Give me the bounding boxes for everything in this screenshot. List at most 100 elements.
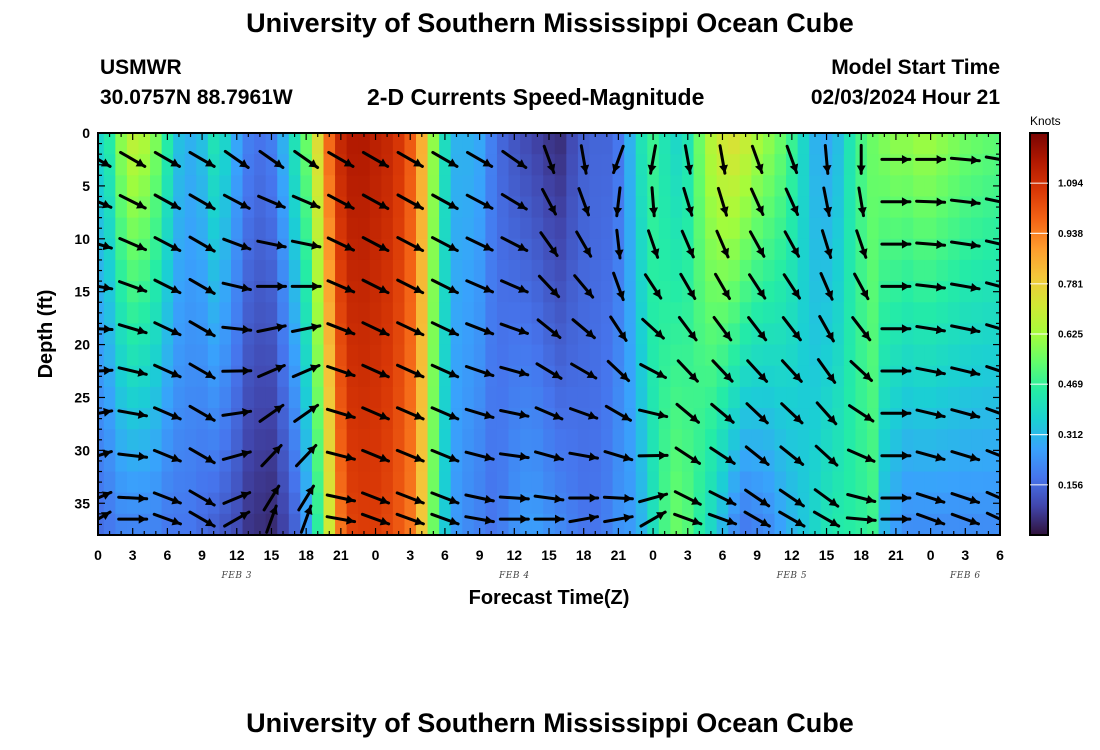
arrow-head bbox=[936, 154, 945, 164]
current-arrow bbox=[260, 444, 283, 468]
arrow-head bbox=[725, 496, 735, 505]
current-arrow bbox=[361, 406, 390, 421]
speed-cell bbox=[843, 238, 857, 261]
current-arrow bbox=[745, 402, 769, 425]
speed-cell bbox=[647, 323, 660, 346]
arrow-head bbox=[448, 242, 458, 251]
current-arrow bbox=[396, 193, 424, 210]
arrow-head bbox=[413, 285, 423, 294]
speed-cell bbox=[462, 259, 475, 282]
current-arrow bbox=[602, 493, 634, 503]
speed-cell bbox=[832, 133, 845, 155]
arrow-head bbox=[860, 289, 869, 299]
speed-cell bbox=[843, 133, 857, 155]
current-arrow bbox=[709, 446, 736, 465]
speed-cell bbox=[601, 175, 614, 198]
speed-cell bbox=[786, 259, 799, 282]
speed-cell bbox=[161, 386, 174, 409]
arrow-head bbox=[277, 281, 286, 291]
speed-cell bbox=[554, 259, 567, 282]
speed-cell bbox=[658, 386, 672, 409]
speed-cell bbox=[670, 175, 683, 198]
arrow-head bbox=[970, 283, 980, 292]
speed-cell bbox=[577, 281, 591, 303]
arrow-head bbox=[791, 288, 800, 299]
speed-cell bbox=[554, 471, 567, 494]
speed-cell bbox=[635, 175, 648, 198]
speed-cell bbox=[485, 471, 498, 494]
speed-cell bbox=[878, 259, 891, 282]
speed-cell bbox=[624, 365, 637, 388]
arrow-head bbox=[312, 281, 321, 291]
speed-cell bbox=[543, 365, 556, 388]
speed-cell bbox=[126, 492, 140, 515]
colorbar-tick-label: 0.625 bbox=[1058, 330, 1083, 341]
speed-cell bbox=[404, 386, 417, 409]
speed-cell bbox=[947, 513, 961, 535]
speed-cell bbox=[751, 238, 764, 261]
arrow-head bbox=[587, 411, 597, 420]
speed-cell bbox=[531, 175, 544, 198]
speed-cell bbox=[751, 429, 764, 451]
speed-cell bbox=[890, 133, 903, 155]
x-axis-title: Forecast Time(Z) bbox=[469, 587, 630, 609]
speed-cell bbox=[230, 259, 244, 282]
arrow-head bbox=[378, 158, 388, 167]
speed-cell bbox=[716, 344, 729, 367]
speed-cell bbox=[277, 492, 290, 515]
speed-cell bbox=[982, 408, 995, 430]
speed-cell bbox=[473, 133, 486, 155]
speed-cell bbox=[207, 344, 221, 367]
arrow-head bbox=[624, 493, 633, 503]
speed-cell bbox=[161, 302, 174, 325]
x-tick-label: 15 bbox=[541, 547, 557, 563]
speed-cell bbox=[358, 217, 371, 240]
arrow-head bbox=[691, 516, 701, 526]
speed-cell bbox=[589, 386, 602, 409]
current-arrow bbox=[880, 451, 912, 461]
current-arrow bbox=[647, 229, 660, 259]
current-arrow bbox=[465, 279, 494, 294]
speed-cell bbox=[786, 344, 799, 367]
speed-cell bbox=[670, 238, 683, 261]
speed-cell bbox=[890, 154, 903, 176]
arrow-head bbox=[760, 518, 770, 527]
speed-cell bbox=[624, 471, 637, 494]
speed-cell bbox=[311, 408, 325, 430]
current-arrow bbox=[542, 144, 556, 175]
speed-cell bbox=[473, 471, 486, 494]
current-arrow bbox=[822, 186, 833, 217]
arrow-head bbox=[554, 494, 563, 504]
speed-cell bbox=[288, 238, 301, 261]
current-arrow bbox=[258, 403, 285, 423]
speed-cell bbox=[670, 217, 683, 240]
speed-cell bbox=[473, 217, 486, 240]
arrow-head bbox=[242, 408, 251, 417]
speed-cell bbox=[173, 302, 186, 325]
arrow-head bbox=[483, 368, 493, 378]
speed-cell bbox=[416, 344, 429, 367]
speed-cell bbox=[242, 513, 255, 535]
speed-cell bbox=[150, 471, 163, 494]
arrow-head bbox=[724, 413, 734, 423]
speed-cell bbox=[219, 259, 232, 282]
current-arrow bbox=[396, 150, 424, 168]
current-arrow bbox=[118, 280, 148, 293]
arrow-head bbox=[581, 205, 590, 215]
speed-cell bbox=[947, 281, 961, 303]
arrow-head bbox=[414, 516, 424, 526]
speed-cell bbox=[624, 429, 637, 451]
current-arrow bbox=[117, 514, 149, 524]
speed-cell bbox=[508, 196, 521, 219]
arrow-head bbox=[901, 197, 910, 207]
current-arrow bbox=[361, 363, 390, 379]
current-arrow bbox=[326, 236, 355, 252]
speed-cell bbox=[762, 302, 776, 325]
speed-cell bbox=[462, 238, 475, 261]
current-arrow bbox=[677, 316, 698, 342]
speed-cell bbox=[138, 386, 151, 409]
speed-cell bbox=[346, 429, 359, 451]
current-arrow bbox=[153, 363, 182, 379]
speed-cell bbox=[543, 323, 556, 346]
speed-cell bbox=[323, 323, 336, 346]
